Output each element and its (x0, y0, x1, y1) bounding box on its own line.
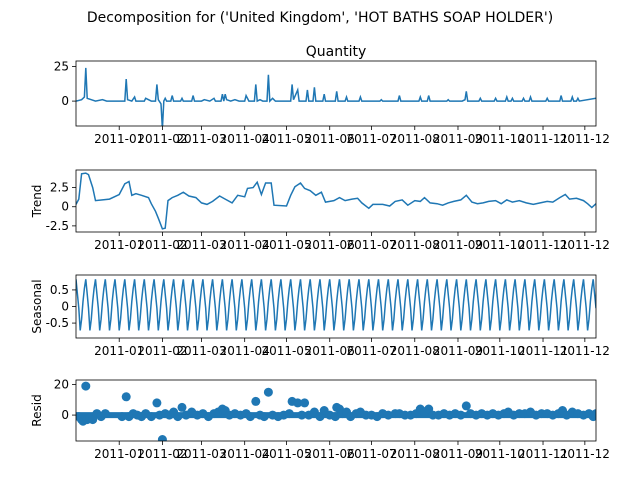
y-tick-label: 0.5 (50, 283, 69, 297)
x-tick-label: 2011-03 (176, 132, 226, 146)
y-tick-label: 0 (61, 300, 69, 314)
panel-3: -0.500.52011-012011-022011-032011-042011… (30, 274, 610, 358)
x-tick-label: 2011-11 (518, 447, 568, 461)
x-tick-label: 2011-12 (560, 238, 610, 252)
x-tick-label: 2011-02 (137, 238, 187, 252)
panel-1: 0252011-012011-022011-032011-042011-0520… (54, 44, 610, 146)
axes-frame (75, 169, 597, 233)
x-tick-label: 2011-09 (433, 132, 483, 146)
y-tick-label: 25 (54, 60, 69, 74)
resid-point (297, 410, 307, 420)
x-tick-label: 2011-05 (261, 447, 311, 461)
series-line (76, 67, 596, 126)
figure-title: Decomposition for ('United Kingdom', 'HO… (87, 10, 553, 26)
x-tick-label: 2011-01 (94, 238, 144, 252)
resid-point (383, 410, 393, 420)
resid-point (245, 412, 255, 422)
x-tick-label: 2011-06 (305, 238, 355, 252)
resid-point (591, 409, 596, 419)
panel-title: Quantity (306, 44, 367, 60)
x-tick-label: 2011-11 (518, 344, 568, 358)
axes-frame (75, 60, 597, 127)
x-tick-label: 2011-02 (137, 344, 187, 358)
resid-point (146, 412, 156, 422)
resid-point (157, 435, 167, 441)
x-tick-label: 2011-09 (433, 238, 483, 252)
x-tick-label: 2011-07 (346, 344, 396, 358)
x-tick-label: 2011-07 (346, 447, 396, 461)
x-tick-label: 2011-02 (137, 447, 187, 461)
x-tick-label: 2011-08 (390, 238, 440, 252)
panel-4: 0202011-012011-022011-032011-042011-0520… (30, 378, 610, 461)
resid-point (259, 412, 269, 422)
x-tick-label: 2011-04 (220, 238, 270, 252)
y-tick-label: -2.5 (46, 219, 69, 233)
x-tick-label: 2011-10 (475, 238, 525, 252)
x-tick-label: 2011-11 (518, 132, 568, 146)
x-tick-label: 2011-10 (475, 132, 525, 146)
resid-point (152, 398, 162, 408)
x-tick-label: 2011-03 (176, 238, 226, 252)
x-tick-label: 2011-12 (560, 132, 610, 146)
y-tick-label: 0 (61, 200, 69, 214)
y-axis-label: Seasonal (30, 279, 44, 333)
x-tick-label: 2011-10 (475, 447, 525, 461)
y-axis-label: Trend (30, 185, 44, 219)
x-tick-label: 2011-01 (94, 344, 144, 358)
panels: 0252011-012011-022011-032011-042011-0520… (30, 44, 610, 461)
x-tick-label: 2011-01 (94, 132, 144, 146)
x-tick-label: 2011-06 (305, 344, 355, 358)
x-tick-label: 2011-06 (305, 132, 355, 146)
x-tick-label: 2011-01 (94, 447, 144, 461)
resid-point (100, 409, 110, 419)
resid-point (173, 412, 183, 422)
y-axis-label: Resid (30, 394, 44, 426)
x-tick-label: 2011-07 (346, 238, 396, 252)
resid-point (293, 398, 303, 408)
y-tick-label: 0 (61, 94, 69, 108)
resid-point (300, 398, 310, 408)
x-tick-label: 2011-09 (433, 344, 483, 358)
panel-2: -2.502.52011-012011-022011-032011-042011… (30, 169, 610, 252)
resid-point (117, 412, 127, 422)
x-tick-label: 2011-09 (433, 447, 483, 461)
x-tick-label: 2011-05 (261, 238, 311, 252)
resid-point (81, 381, 91, 391)
x-tick-label: 2011-02 (137, 132, 187, 146)
resid-point (461, 401, 471, 411)
resid-point (263, 387, 273, 397)
x-tick-label: 2011-08 (390, 447, 440, 461)
x-tick-label: 2011-07 (346, 132, 396, 146)
resid-point (121, 392, 131, 402)
resid-point (456, 410, 466, 420)
y-tick-label: 20 (54, 378, 69, 392)
seasonal-line (76, 279, 596, 331)
y-tick-label: 2.5 (50, 181, 69, 195)
axes-frame (75, 379, 597, 442)
x-tick-label: 2011-06 (305, 447, 355, 461)
x-tick-label: 2011-11 (518, 238, 568, 252)
x-tick-label: 2011-08 (390, 344, 440, 358)
x-tick-label: 2011-12 (560, 344, 610, 358)
resid-point (284, 409, 294, 419)
x-tick-label: 2011-03 (176, 447, 226, 461)
y-tick-label: -0.5 (46, 316, 69, 330)
x-tick-label: 2011-08 (390, 132, 440, 146)
x-tick-label: 2011-12 (560, 447, 610, 461)
x-tick-label: 2011-05 (261, 132, 311, 146)
series-line (76, 172, 596, 230)
resid-point (251, 396, 261, 406)
x-tick-label: 2011-04 (220, 344, 270, 358)
x-tick-label: 2011-03 (176, 344, 226, 358)
x-tick-label: 2011-04 (220, 132, 270, 146)
x-tick-label: 2011-05 (261, 344, 311, 358)
y-tick-label: 0 (61, 408, 69, 422)
resid-point (177, 402, 187, 412)
x-tick-label: 2011-04 (220, 447, 270, 461)
x-tick-label: 2011-10 (475, 344, 525, 358)
resid-point (330, 412, 340, 422)
